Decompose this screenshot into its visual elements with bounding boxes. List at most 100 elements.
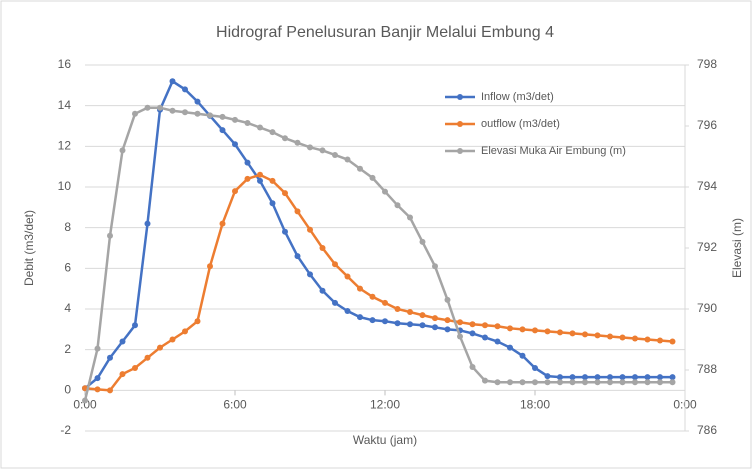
series-marker	[569, 374, 576, 381]
series-marker	[307, 144, 313, 151]
series-marker	[557, 374, 563, 381]
series-marker	[269, 129, 276, 136]
series-marker	[282, 135, 288, 142]
series-marker	[457, 319, 463, 326]
series-marker	[669, 338, 676, 345]
series-marker	[194, 318, 201, 325]
series-marker	[294, 139, 301, 146]
series-marker	[107, 387, 113, 394]
series-marker	[582, 379, 588, 386]
series-marker	[419, 312, 426, 319]
series-marker	[594, 374, 601, 381]
series-marker	[194, 98, 201, 105]
y-tick-label: 4	[64, 301, 71, 315]
series-marker	[544, 379, 551, 386]
series-marker	[607, 379, 613, 386]
series-marker	[619, 374, 626, 381]
series-marker	[244, 175, 251, 182]
series-marker	[357, 165, 363, 172]
series-marker	[207, 263, 213, 270]
series-marker	[282, 228, 288, 235]
y-tick-label: 2	[64, 342, 71, 356]
series-marker	[94, 386, 101, 393]
series-marker	[182, 86, 188, 93]
x-tick-label: 6:00	[223, 398, 247, 412]
series-marker	[582, 331, 588, 338]
series-marker	[332, 299, 338, 306]
series-marker	[369, 293, 376, 300]
series-marker	[294, 253, 301, 260]
series-marker	[382, 299, 388, 306]
series-marker	[432, 315, 438, 322]
series-marker	[569, 379, 576, 386]
series-marker	[294, 208, 301, 215]
series-marker	[644, 336, 651, 343]
series-marker	[307, 271, 313, 278]
series-marker	[94, 345, 101, 352]
series-marker	[182, 109, 188, 116]
series-marker	[582, 374, 588, 381]
series-marker	[169, 336, 176, 343]
series-marker	[457, 333, 463, 340]
series-marker	[594, 332, 601, 339]
series-marker	[432, 324, 438, 331]
series-marker	[232, 116, 238, 123]
series-marker	[319, 287, 326, 294]
series-marker	[419, 238, 426, 245]
series-marker	[144, 354, 151, 361]
series-marker	[144, 220, 151, 227]
series-marker	[632, 335, 638, 342]
series-marker	[157, 104, 163, 111]
series-marker	[344, 156, 351, 163]
series-marker	[519, 326, 526, 333]
series-marker	[107, 354, 113, 361]
series-marker	[607, 333, 613, 340]
chart-title: Hidrograf Penelusuran Banjir Melalui Emb…	[216, 24, 554, 41]
legend-label: Inflow (m3/det)	[481, 91, 554, 103]
series-marker	[482, 322, 488, 329]
legend-label: Elevasi Muka Air Embung (m)	[481, 145, 626, 157]
y2-tick-label: 790	[697, 301, 717, 315]
series-marker	[257, 124, 263, 131]
series-marker	[607, 374, 613, 381]
series-marker	[407, 321, 413, 328]
y2-tick-label: 788	[697, 362, 717, 376]
series-marker	[532, 327, 538, 334]
series-marker	[169, 78, 176, 85]
series-marker	[119, 371, 126, 378]
series-marker	[107, 232, 113, 239]
series-marker	[494, 338, 501, 345]
series-marker	[394, 202, 401, 209]
series-marker	[482, 377, 488, 384]
series-marker	[519, 352, 526, 359]
series-marker	[282, 190, 288, 197]
series-marker	[119, 338, 126, 345]
series-marker	[669, 379, 676, 386]
series-marker	[319, 245, 326, 251]
series-marker	[219, 113, 226, 120]
series-marker	[332, 151, 338, 158]
series-marker	[469, 321, 476, 328]
series-marker	[94, 375, 101, 382]
legend-label: outflow (m3/det)	[481, 118, 560, 130]
series-marker	[219, 220, 226, 227]
y-axis-label: Debit (m3/det)	[22, 210, 36, 286]
series-marker	[657, 379, 663, 386]
series-marker	[544, 328, 551, 335]
y2-tick-label: 796	[697, 118, 717, 132]
series-marker	[519, 379, 526, 386]
series-marker	[619, 379, 626, 386]
series-marker	[232, 188, 238, 195]
series-marker	[469, 330, 476, 337]
series-marker	[444, 317, 451, 324]
series-marker	[432, 263, 438, 270]
y-tick-label: 8	[64, 220, 71, 234]
series-marker	[369, 174, 376, 181]
series-marker	[669, 374, 676, 381]
series-marker	[657, 374, 663, 381]
series-marker	[119, 147, 126, 154]
series-marker	[632, 374, 638, 381]
series-marker	[619, 334, 626, 341]
series-marker	[657, 337, 663, 344]
